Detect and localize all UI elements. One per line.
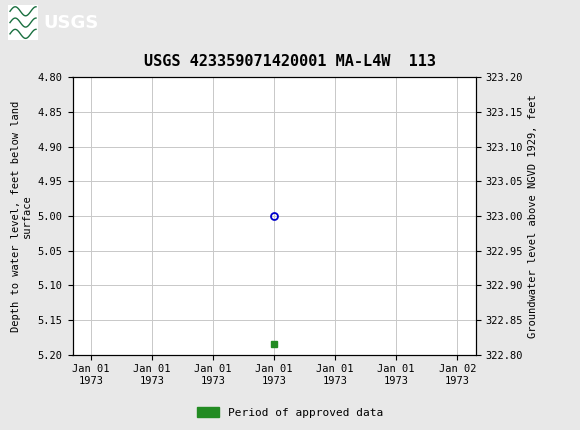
Text: USGS 423359071420001 MA-L4W  113: USGS 423359071420001 MA-L4W 113 <box>144 54 436 69</box>
Y-axis label: Groundwater level above NGVD 1929, feet: Groundwater level above NGVD 1929, feet <box>528 94 538 338</box>
FancyBboxPatch shape <box>8 6 38 40</box>
Y-axis label: Depth to water level, feet below land
surface: Depth to water level, feet below land su… <box>10 101 32 332</box>
Legend: Period of approved data: Period of approved data <box>193 403 387 422</box>
Text: USGS: USGS <box>43 14 99 31</box>
